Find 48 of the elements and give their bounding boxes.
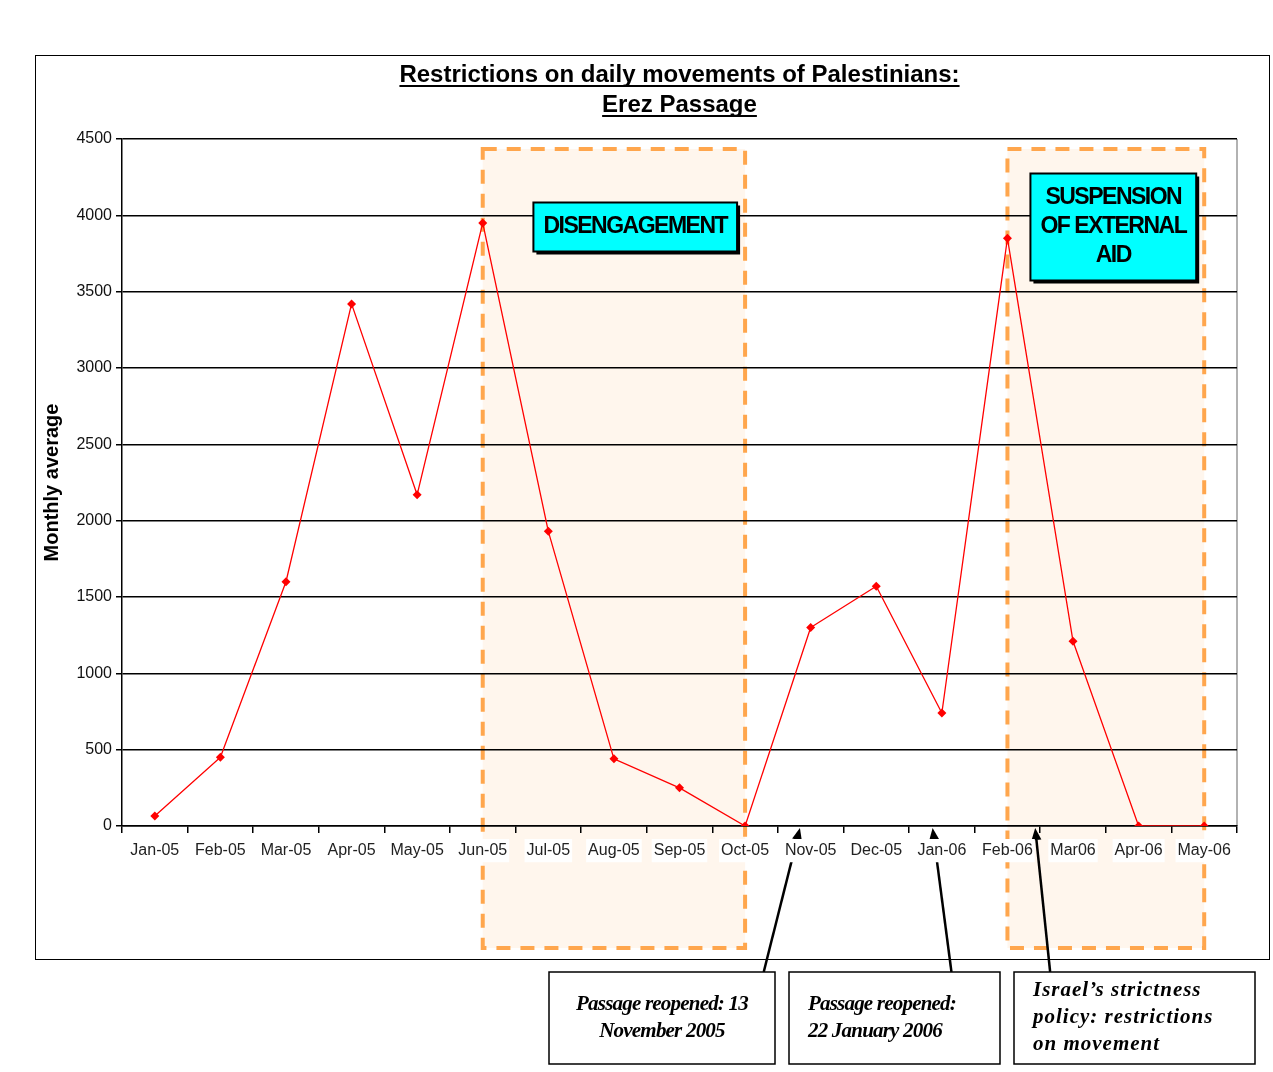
point bbox=[937, 708, 947, 718]
text: Passage reopened: 13 November 2005 bbox=[575, 990, 749, 1042]
point bbox=[478, 218, 488, 228]
x-tick-label: Mar06 bbox=[1050, 841, 1096, 859]
y-tick-label: 2500 bbox=[76, 434, 113, 452]
chart-title: Restrictions on daily movements of Palestinians: Erez Passage bbox=[399, 60, 960, 117]
y-tick-label: 500 bbox=[85, 740, 113, 758]
band-label: DISENGAGEMENT bbox=[543, 212, 729, 239]
text: Israel’s strictness policy: restrictions on movement bbox=[1031, 977, 1214, 1056]
point bbox=[871, 581, 881, 591]
x-tick-label: Aug-05 bbox=[588, 841, 640, 859]
y-tick-label: 1500 bbox=[76, 587, 113, 605]
point bbox=[412, 490, 422, 500]
y-tick-label: 4000 bbox=[76, 205, 113, 223]
x-tick-label: Jan-06 bbox=[917, 841, 967, 859]
x-tick-label: Jan-05 bbox=[130, 841, 180, 859]
y-axis-title: Monthly average bbox=[39, 403, 62, 562]
x-tick-label: Dec-05 bbox=[850, 841, 903, 859]
y-tick-label: 4500 bbox=[76, 129, 113, 147]
x-tick-label: Nov-05 bbox=[784, 841, 837, 859]
point bbox=[1068, 636, 1078, 646]
point bbox=[215, 752, 225, 762]
point bbox=[347, 299, 357, 309]
x-tick-label: Apr-05 bbox=[327, 841, 376, 859]
x-tick-label: Feb-06 bbox=[982, 841, 1033, 859]
y-tick-label: 2000 bbox=[76, 511, 113, 529]
point bbox=[609, 754, 619, 764]
point bbox=[543, 526, 553, 536]
y-tick-label: 1000 bbox=[76, 663, 113, 681]
x-tick-label: Oct-05 bbox=[721, 841, 770, 859]
point bbox=[675, 783, 684, 793]
x-tick-label: Sep-05 bbox=[653, 841, 706, 859]
point bbox=[150, 811, 160, 821]
point bbox=[1002, 233, 1012, 243]
y-tick-label: 0 bbox=[103, 816, 113, 834]
x-tick-label: Jul-05 bbox=[526, 841, 571, 859]
x-tick-label: Mar-05 bbox=[260, 841, 312, 859]
y-tick-label: 3000 bbox=[76, 358, 113, 376]
point bbox=[281, 577, 291, 587]
x-tick-label: May-05 bbox=[390, 841, 444, 859]
x-tick-label: Feb-05 bbox=[195, 841, 246, 859]
band-label: SUSPENSION OF EXTERNAL AID bbox=[1040, 183, 1188, 268]
x-tick-label: May-06 bbox=[1177, 841, 1231, 859]
point bbox=[806, 623, 816, 633]
x-tick-label: Apr-06 bbox=[1114, 841, 1163, 859]
y-tick-label: 3500 bbox=[76, 282, 113, 300]
x-tick-label: Jun-05 bbox=[458, 841, 508, 859]
text: Passage reopened: 22 January 2006 bbox=[807, 990, 956, 1042]
